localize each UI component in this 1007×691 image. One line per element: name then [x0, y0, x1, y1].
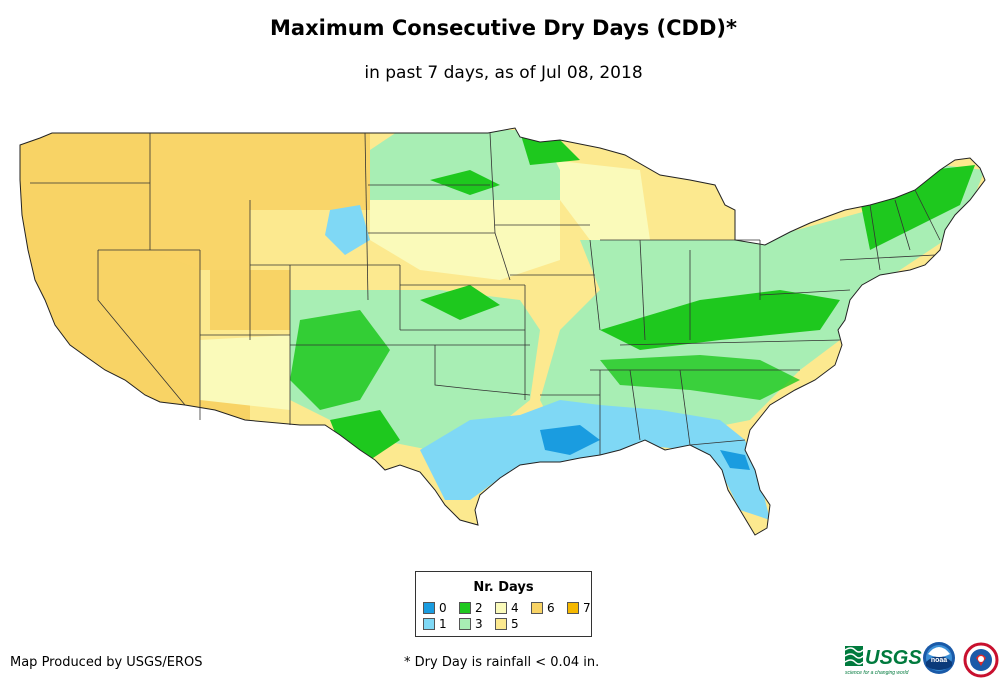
region-north-3days	[370, 130, 560, 200]
noaa-logo: noaa	[923, 642, 955, 674]
legend-label-5: 5	[511, 617, 519, 631]
patch-dakota-2days	[430, 170, 500, 195]
legend-grid: 0 1 2 3 4 5 6 7	[423, 601, 591, 632]
legend: Nr. Days 0 1 2 3 4 5 6 7	[415, 571, 592, 637]
us-outline	[19, 127, 986, 536]
legend-swatch-6	[531, 602, 543, 614]
legend-label-4: 4	[511, 601, 519, 615]
legend-swatch-1	[423, 618, 435, 630]
legend-swatch-0	[423, 602, 435, 614]
legend-label-6: 6	[547, 601, 555, 615]
legend-swatch-4	[495, 602, 507, 614]
region-gulf-1day	[420, 400, 770, 520]
legend-label-7: 7	[583, 601, 591, 615]
dry-day-footnote: * Dry Day is rainfall < 0.04 in.	[404, 655, 600, 670]
legend-swatch-3	[459, 618, 471, 630]
region-arizona-4days	[200, 335, 290, 410]
usgs-wordmark: USGS	[865, 647, 922, 669]
patch-southeast-2days	[600, 355, 800, 400]
map-title: Maximum Consecutive Dry Days (CDD)*	[270, 16, 737, 40]
legend-swatch-7	[567, 602, 579, 614]
patch-louisiana-0days	[540, 425, 600, 455]
region-northwest-6days	[150, 130, 370, 270]
legend-label-3: 3	[475, 617, 483, 631]
legend-title: Nr. Days	[473, 580, 534, 595]
usgs-logo: USGS science for a changing world	[844, 646, 922, 676]
legend-swatch-2	[459, 602, 471, 614]
nws-logo	[963, 642, 999, 678]
legend-label-0: 0	[439, 601, 447, 615]
patch-wyoming-1day	[325, 205, 370, 255]
agency-logos: USGS science for a changing world noaa	[844, 642, 999, 678]
patch-florida-0days	[720, 450, 750, 470]
legend-swatch-5	[495, 618, 507, 630]
patch-kansas-2days	[420, 285, 500, 320]
legend-label-1: 1	[439, 617, 447, 631]
legend-label-2: 2	[475, 601, 483, 615]
patch-ohio-valley-2days	[600, 290, 840, 350]
producer-credit: Map Produced by USGS/EROS	[10, 655, 203, 670]
region-great-lakes-4days	[550, 160, 650, 240]
state-borders	[30, 132, 941, 455]
patch-new-england-2days	[860, 165, 975, 250]
map-subtitle: in past 7 days, as of Jul 08, 2018	[364, 63, 643, 83]
region-plains-4days	[370, 200, 560, 280]
noaa-wordmark: noaa	[931, 657, 947, 664]
patch-new-mexico-2days	[290, 310, 390, 410]
usgs-tagline: science for a changing world	[845, 670, 909, 676]
